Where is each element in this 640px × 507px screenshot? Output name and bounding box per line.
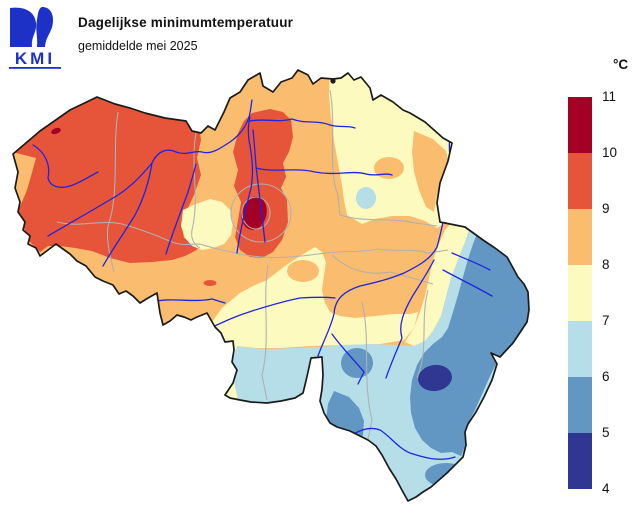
page-title: Dagelijkse minimumtemperatuur — [78, 15, 294, 30]
zone-coast-spot-10-11 — [51, 127, 61, 135]
legend-tick: 8 — [602, 257, 610, 272]
kmi-logo-right-shape — [36, 7, 53, 47]
province-borders — [56, 89, 449, 449]
kmi-logo: KMI — [9, 7, 61, 69]
legend-tick: 9 — [602, 201, 610, 216]
legend-cell-4-5 — [568, 433, 592, 489]
baarle-hertog-enclave-dot — [330, 78, 336, 84]
river-yser — [32, 144, 99, 188]
legend-color-bar — [568, 97, 592, 489]
river-vesdre — [451, 252, 491, 271]
legend-tick: 6 — [602, 369, 610, 384]
zone-west-brussels-7-8 — [181, 199, 233, 250]
legend-cell-5-6 — [568, 377, 592, 433]
legend-cell-6-7 — [568, 321, 592, 377]
zone-east-5-6 — [410, 231, 529, 456]
page-subtitle: gemiddelde mei 2025 — [78, 39, 198, 53]
legend-tick: 5 — [602, 425, 610, 440]
zone-limburg-spot-6-7 — [356, 187, 376, 209]
river-nete — [249, 118, 356, 129]
zone-east-arc-7-8 — [405, 222, 470, 346]
legend-cell-7-8 — [568, 265, 592, 321]
legend-tick: 4 — [602, 481, 610, 496]
river-dijle — [252, 129, 266, 243]
zone-south-band-7-8 — [206, 247, 418, 400]
river-our — [471, 419, 491, 445]
legend-tick: 10 — [602, 145, 618, 160]
kmi-logo-underline — [9, 67, 61, 69]
legend-tick: 11 — [602, 89, 617, 104]
kmi-logo-text: KMI — [15, 49, 55, 68]
zone-mons-spot-9-10 — [203, 280, 217, 286]
legend-tick: 7 — [602, 313, 610, 328]
river-lesse — [331, 333, 365, 385]
river-demer — [255, 167, 393, 176]
river-scheldt — [102, 99, 253, 267]
river-leie — [47, 162, 153, 237]
kmi-logo-left-shape — [10, 7, 37, 48]
river-zenne — [236, 116, 254, 254]
zone-bastogne-4-5 — [418, 364, 452, 392]
river-dender — [165, 163, 197, 255]
legend-unit-label: °C — [613, 57, 629, 72]
legend-cell-10-11 — [568, 97, 592, 153]
river-ourthe — [385, 259, 435, 379]
zone-genk-8-9 — [374, 157, 404, 179]
river-ambleve — [442, 269, 493, 297]
zone-hesbaye-blob-8-9 — [287, 260, 319, 282]
legend-cell-8-9 — [568, 209, 592, 265]
river-sambre — [204, 296, 336, 332]
rivers — [32, 99, 493, 460]
legend-cell-9-10 — [568, 153, 592, 209]
belgium-outline — [12, 69, 530, 502]
zone-maas-strip-8-9 — [412, 131, 449, 212]
